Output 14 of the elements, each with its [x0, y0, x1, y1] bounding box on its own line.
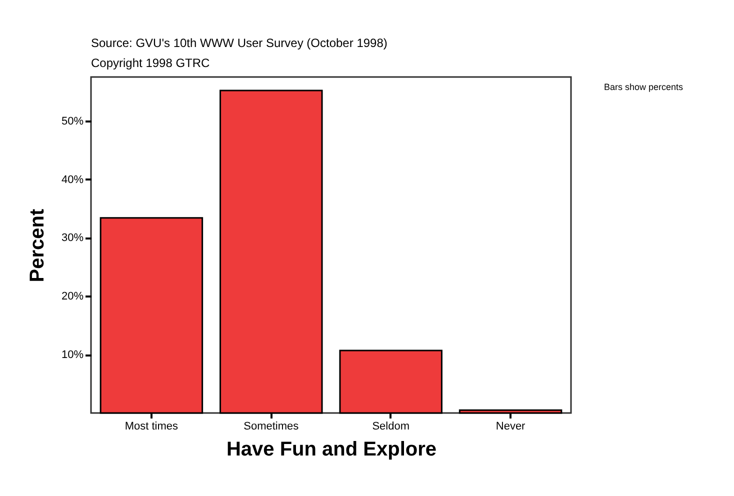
x-tick-label: Sometimes — [244, 420, 300, 432]
y-tick-label: 10% — [61, 349, 84, 362]
chart-title: Source: GVU's 10th WWW User Survey (October 1998) — [91, 36, 388, 50]
x-axis-title: Have Fun and Explore — [226, 438, 437, 460]
chart-subtitle: Copyright 1998 GTRC — [91, 56, 210, 70]
y-tick-label: 20% — [61, 290, 84, 303]
y-tick-label: 40% — [61, 174, 84, 186]
y-tick-label: 30% — [61, 232, 84, 244]
x-tick-label: Never — [496, 420, 526, 432]
text: Bars show percents — [604, 82, 684, 92]
x-tick-label: Seldom — [372, 420, 410, 432]
y-tick-label: 50% — [61, 115, 84, 128]
y-axis-title: Percent — [26, 208, 48, 282]
x-tick-label: Most times — [124, 420, 179, 432]
